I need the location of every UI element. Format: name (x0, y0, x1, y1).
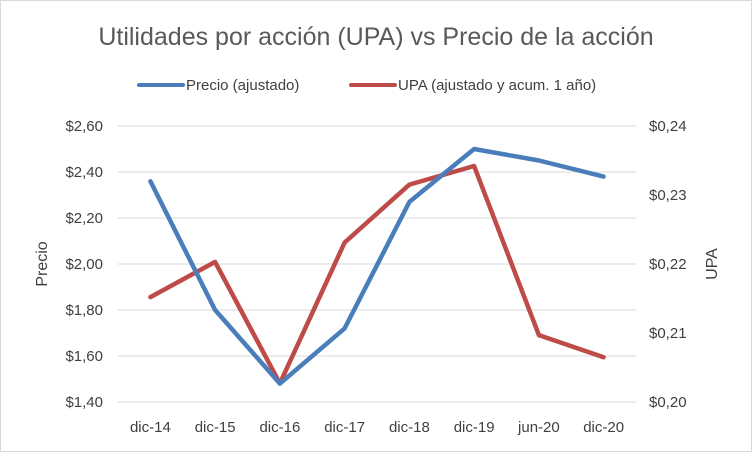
left-axis-tick-label: $1,80 (65, 302, 103, 319)
right-axis-tick-label: $0,21 (649, 325, 687, 342)
legend-label-upa: UPA (ajustado y acum. 1 año) (398, 77, 596, 94)
series-lines (148, 146, 606, 386)
x-axis-tick-label: dic-19 (454, 419, 495, 436)
right-axis-tick-label: $0,20 (649, 394, 687, 411)
chart-title: Utilidades por acción (UPA) vs Precio de… (98, 23, 653, 51)
left-axis-tick-label: $1,60 (65, 348, 103, 365)
legend-label-precio: Precio (ajustado) (186, 77, 299, 94)
legend: Precio (ajustado) UPA (ajustado y acum. … (137, 77, 596, 94)
x-axis-tick-label: dic-17 (324, 419, 365, 436)
left-axis-title: Precio (34, 241, 51, 286)
series-line-upa (148, 163, 606, 386)
right-axis-ticks: $0,20 $0,21 $0,22 $0,23 $0,24 (649, 118, 687, 411)
x-axis-tick-label: dic-18 (389, 419, 430, 436)
x-axis-tick-label: jun-20 (517, 419, 560, 436)
left-axis-tick-label: $2,60 (65, 118, 103, 135)
left-axis-ticks: $1,40 $1,60 $1,80 $2,00 $2,20 $2,40 $2,60 (65, 118, 103, 411)
x-axis-tick-label: dic-16 (259, 419, 300, 436)
right-axis-tick-label: $0,23 (649, 187, 687, 204)
left-axis-tick-label: $2,20 (65, 210, 103, 227)
right-axis-title: UPA (704, 248, 721, 280)
series-line-precio (148, 146, 606, 386)
left-axis-tick-label: $2,40 (65, 164, 103, 181)
x-axis-ticks: dic-14 dic-15 dic-16 dic-17 dic-18 dic-19 jun-… (130, 419, 624, 436)
left-axis-tick-label: $2,00 (65, 256, 103, 273)
x-axis-tick-label: dic-15 (195, 419, 236, 436)
right-axis-tick-label: $0,22 (649, 256, 687, 273)
x-axis-tick-label: dic-20 (583, 419, 624, 436)
left-axis-tick-label: $1,40 (65, 394, 103, 411)
right-axis-tick-label: $0,24 (649, 118, 687, 135)
x-axis-tick-label: dic-14 (130, 419, 171, 436)
